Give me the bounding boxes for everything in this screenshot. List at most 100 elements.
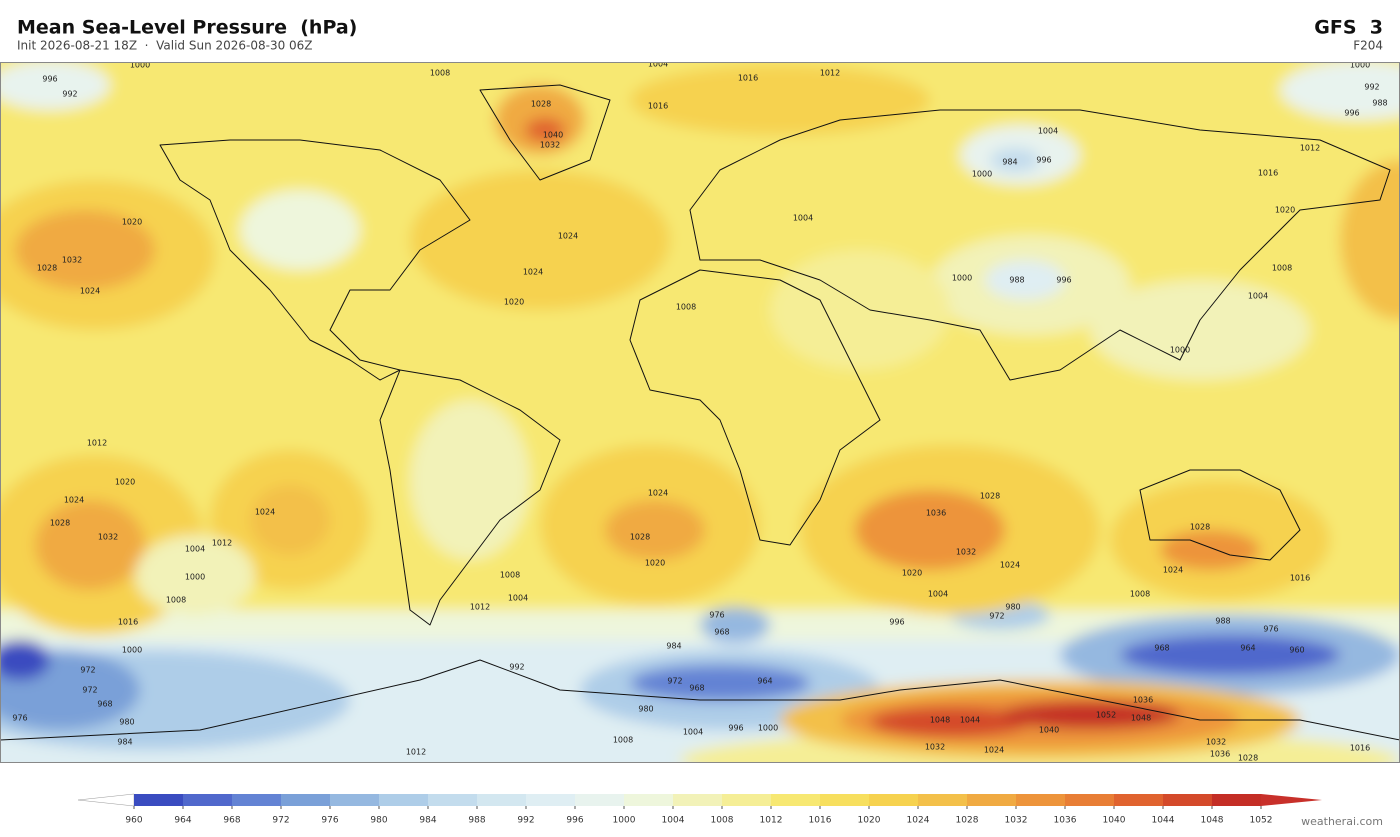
pressure-region bbox=[0, 62, 110, 110]
pressure-region bbox=[855, 490, 1005, 570]
pressure-region bbox=[1120, 635, 1340, 675]
colorbar-segment bbox=[918, 794, 968, 806]
colorbar-label: 1052 bbox=[1250, 816, 1273, 826]
subtitle: Init 2026-08-21 18Z · Valid Sun 2026-08-… bbox=[17, 39, 313, 53]
contour-label: 1024 bbox=[984, 746, 1004, 755]
colorbar-under bbox=[77, 793, 135, 807]
contour-label: 988 bbox=[1372, 99, 1387, 108]
colorbar-label: 972 bbox=[272, 816, 289, 826]
contour-label: 1048 bbox=[1131, 714, 1151, 723]
coastline bbox=[1139, 469, 1301, 561]
contour-label: 1020 bbox=[645, 559, 665, 568]
contour-label: 996 bbox=[728, 724, 743, 733]
contour-label: 1036 bbox=[926, 509, 946, 518]
pressure-region bbox=[1000, 701, 1180, 729]
coastline bbox=[379, 369, 561, 626]
contour-label: 980 bbox=[638, 705, 653, 714]
contour-label: 1036 bbox=[1133, 696, 1153, 705]
colorbar-segment bbox=[624, 794, 674, 806]
contour-label: 996 bbox=[1056, 276, 1071, 285]
contour-label: 1000 bbox=[1170, 346, 1190, 355]
contour-label: 1004 bbox=[793, 214, 813, 223]
map: 1032102410281020104010321028102410241020… bbox=[0, 62, 1400, 763]
contour-label: 1028 bbox=[630, 533, 650, 542]
contour-label: 960 bbox=[1289, 646, 1304, 655]
colorbar-label: 984 bbox=[419, 816, 436, 826]
coastlines bbox=[0, 84, 1400, 741]
contour-label: 1004 bbox=[683, 728, 703, 737]
pressure-region bbox=[250, 485, 330, 555]
colorbar-segment bbox=[575, 794, 625, 806]
colorbar-label: 1040 bbox=[1103, 816, 1126, 826]
contour-label: 1004 bbox=[508, 594, 528, 603]
contour-label: 996 bbox=[1344, 109, 1359, 118]
colorbar-segment bbox=[232, 794, 282, 806]
colorbar-label: 976 bbox=[321, 816, 338, 826]
contour-label: 1032 bbox=[540, 141, 560, 150]
contour-label: 1032 bbox=[956, 548, 976, 557]
pressure-field bbox=[0, 62, 1400, 763]
contour-label: 1000 bbox=[952, 274, 972, 283]
contour-label: 1032 bbox=[98, 533, 118, 542]
contour-label: 968 bbox=[689, 684, 704, 693]
contour-label: 968 bbox=[97, 700, 112, 709]
pressure-region bbox=[135, 535, 255, 615]
colorbar-segment bbox=[771, 794, 821, 806]
contour-label: 1028 bbox=[50, 519, 70, 528]
pressure-region bbox=[605, 500, 705, 560]
forecast-hour: F204 bbox=[1353, 39, 1383, 53]
contour-label: 1024 bbox=[255, 508, 275, 517]
contour-label: 972 bbox=[80, 666, 95, 675]
contour-label: 996 bbox=[1036, 156, 1051, 165]
contour-label: 1008 bbox=[676, 303, 696, 312]
pressure-region bbox=[1090, 280, 1310, 380]
contour-label: 984 bbox=[666, 642, 681, 651]
colorbar-segment bbox=[330, 794, 380, 806]
contour-label: 1024 bbox=[558, 232, 578, 241]
contour-label: 1040 bbox=[1039, 726, 1059, 735]
watermark: weatherai.com bbox=[1301, 815, 1383, 828]
colorbar-segment bbox=[281, 794, 331, 806]
colorbar-label: 964 bbox=[174, 816, 191, 826]
pressure-region bbox=[1340, 160, 1400, 320]
coastline bbox=[0, 659, 1400, 741]
model: GFS 3 bbox=[1314, 17, 1383, 39]
contour-label: 1040 bbox=[543, 131, 563, 140]
colorbar-segment bbox=[134, 794, 184, 806]
contour-label: 1012 bbox=[1300, 144, 1320, 153]
colorbar-segment bbox=[428, 794, 478, 806]
colorbar-segment bbox=[967, 794, 1017, 806]
colorbar-label: 1048 bbox=[1201, 816, 1224, 826]
contour-label: 980 bbox=[119, 718, 134, 727]
contour-label: 964 bbox=[1240, 644, 1255, 653]
pressure-region bbox=[985, 260, 1065, 300]
colorbar-label: 1024 bbox=[907, 816, 930, 826]
contour-label: 1012 bbox=[212, 539, 232, 548]
pressure-region bbox=[990, 148, 1040, 172]
contour-label: 1020 bbox=[902, 569, 922, 578]
contour-label: 1032 bbox=[62, 256, 82, 265]
contour-label: 1016 bbox=[1350, 744, 1370, 753]
contour-label: 1000 bbox=[122, 646, 142, 655]
colorbar-label: 1008 bbox=[711, 816, 734, 826]
colorbar-label: 1028 bbox=[956, 816, 979, 826]
coastline bbox=[479, 84, 611, 181]
colorbar-segment bbox=[820, 794, 870, 806]
contour-label: 1024 bbox=[80, 287, 100, 296]
contour-label: 1004 bbox=[1038, 127, 1058, 136]
colorbar-label: 980 bbox=[370, 816, 387, 826]
contour-label: 1012 bbox=[406, 748, 426, 757]
colorbar: 960 964 968 972 976 980 984 988 992 996 1000 1004 10… bbox=[77, 793, 1322, 826]
contour-label: 1008 bbox=[1272, 264, 1292, 273]
coastline bbox=[689, 109, 1391, 381]
contour-label: 1012 bbox=[87, 439, 107, 448]
contour-label: 1008 bbox=[613, 736, 633, 745]
contour-label: 984 bbox=[1002, 158, 1017, 167]
contour-label: 1016 bbox=[1258, 169, 1278, 178]
contour-label: 1024 bbox=[1163, 566, 1183, 575]
pressure-region bbox=[410, 170, 670, 310]
title: Mean Sea-Level Pressure (hPa) bbox=[17, 17, 357, 39]
contour-label: 1020 bbox=[1275, 206, 1295, 215]
colorbar-segment bbox=[869, 794, 919, 806]
pressure-region bbox=[240, 190, 360, 270]
